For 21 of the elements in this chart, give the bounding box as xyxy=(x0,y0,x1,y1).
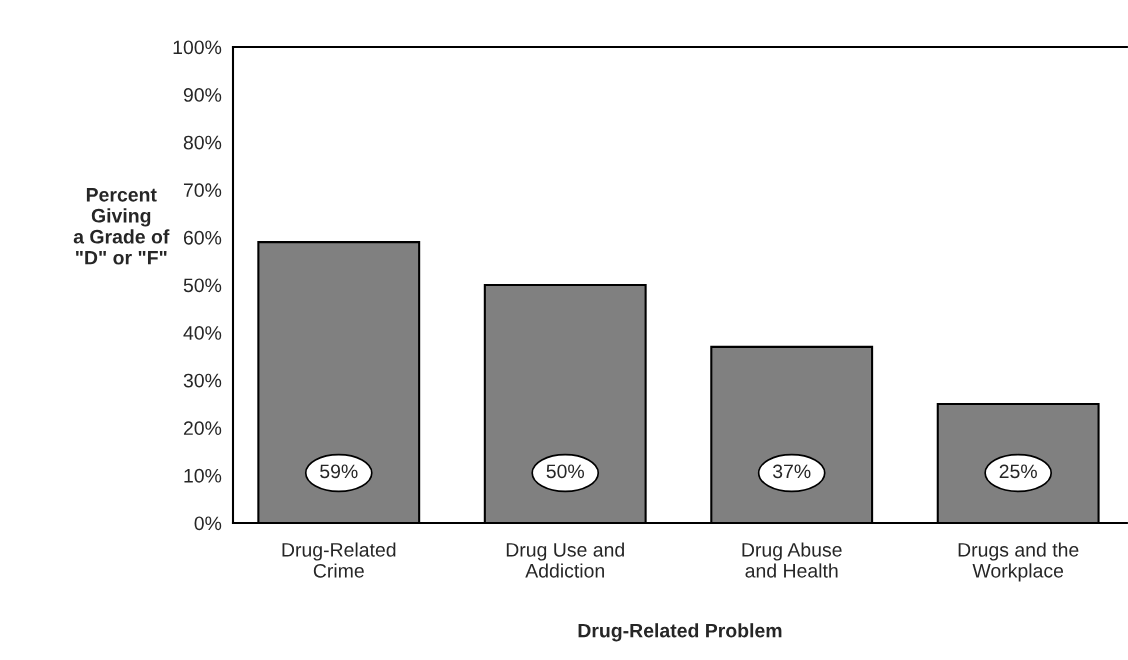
y-tick-label: 70% xyxy=(183,183,222,198)
data-label: 59% xyxy=(320,464,358,479)
y-tick-label: 10% xyxy=(184,468,222,483)
x-axis-title: Drug-Related Problem xyxy=(578,623,782,642)
y-tick-label: 0% xyxy=(194,516,222,531)
y-tick-label: 100% xyxy=(173,40,222,55)
y-tick-label: 50% xyxy=(183,278,222,293)
y-tick-label: 60% xyxy=(183,230,222,245)
y-tick-label: 20% xyxy=(183,421,222,436)
y-tick-label: 90% xyxy=(183,88,222,102)
x-tick-label: Drug Abuse and Health xyxy=(742,542,842,578)
x-tick-label: Drug-Related Crime xyxy=(282,542,396,578)
y-tick-label: 30% xyxy=(183,373,222,388)
data-label: 25% xyxy=(999,464,1037,479)
y-tick-label: 80% xyxy=(183,135,222,150)
y-axis-title: Percent Giving a Grade of "D" or "F" xyxy=(73,188,170,265)
x-tick-label: Drugs and the Workplace xyxy=(958,542,1079,582)
data-label: 37% xyxy=(772,464,811,479)
x-tick-label: Drug Use and Addiction xyxy=(506,542,624,578)
y-tick-label: 40% xyxy=(183,326,222,340)
data-label: 50% xyxy=(546,464,584,479)
